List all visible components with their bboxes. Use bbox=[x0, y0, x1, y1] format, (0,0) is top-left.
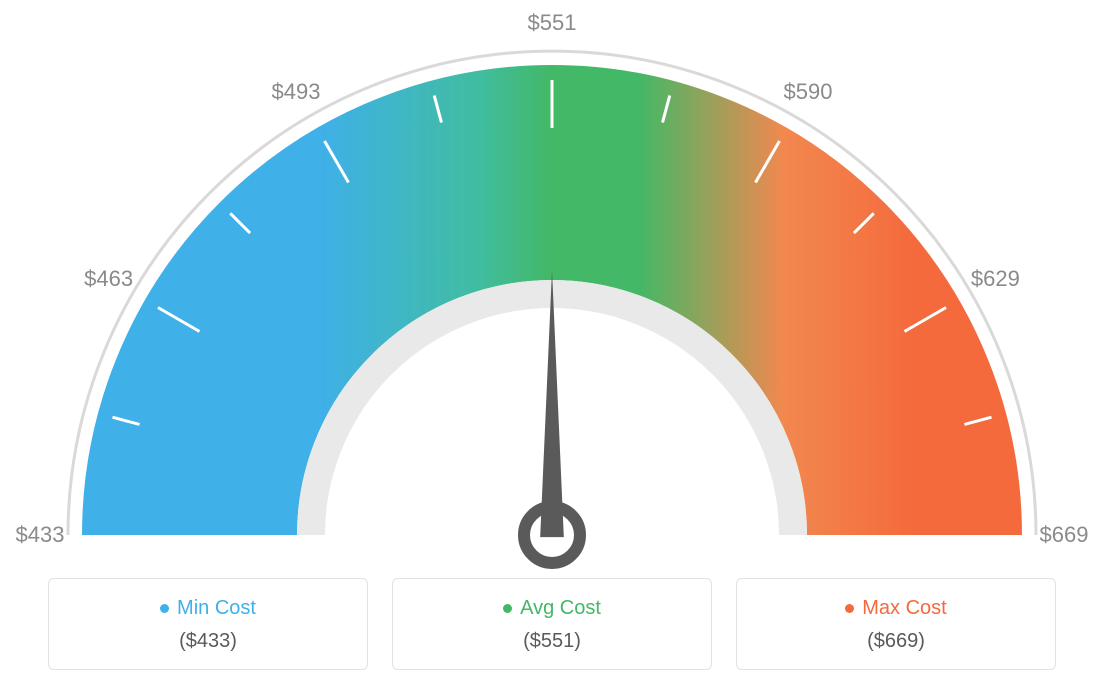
legend-label: Max Cost bbox=[845, 597, 946, 620]
legend-card-max: Max Cost ($669) bbox=[736, 578, 1056, 670]
legend-card-min: Min Cost ($433) bbox=[48, 578, 368, 670]
legend-row: Min Cost ($433) Avg Cost ($551) Max Cost ($66… bbox=[0, 578, 1104, 670]
gauge-tick-label: $551 bbox=[528, 10, 577, 36]
legend-label: Min Cost bbox=[160, 597, 256, 620]
gauge-svg bbox=[0, 0, 1104, 580]
legend-dot-icon bbox=[503, 604, 512, 613]
gauge-tick-label: $629 bbox=[971, 266, 1020, 292]
legend-label-text: Min Cost bbox=[177, 597, 256, 620]
legend-value: ($669) bbox=[747, 630, 1045, 653]
legend-value: ($433) bbox=[59, 630, 357, 653]
legend-label-text: Max Cost bbox=[862, 597, 946, 620]
gauge-tick-label: $590 bbox=[784, 79, 833, 105]
gauge-tick-label: $493 bbox=[272, 79, 321, 105]
legend-dot-icon bbox=[845, 604, 854, 613]
legend-value: ($551) bbox=[403, 630, 701, 653]
cost-gauge-container: $433 $463 $493 $551 $590 $629 $669 Min Cost ($4… bbox=[0, 0, 1104, 690]
legend-label: Avg Cost bbox=[503, 597, 601, 620]
legend-label-text: Avg Cost bbox=[520, 597, 601, 620]
legend-dot-icon bbox=[160, 604, 169, 613]
gauge-area: $433 $463 $493 $551 $590 $629 $669 bbox=[0, 0, 1104, 580]
gauge-tick-label: $433 bbox=[16, 522, 65, 548]
gauge-needle bbox=[540, 270, 564, 537]
gauge-tick-label: $463 bbox=[84, 266, 133, 292]
gauge-tick-label: $669 bbox=[1040, 522, 1089, 548]
legend-card-avg: Avg Cost ($551) bbox=[392, 578, 712, 670]
